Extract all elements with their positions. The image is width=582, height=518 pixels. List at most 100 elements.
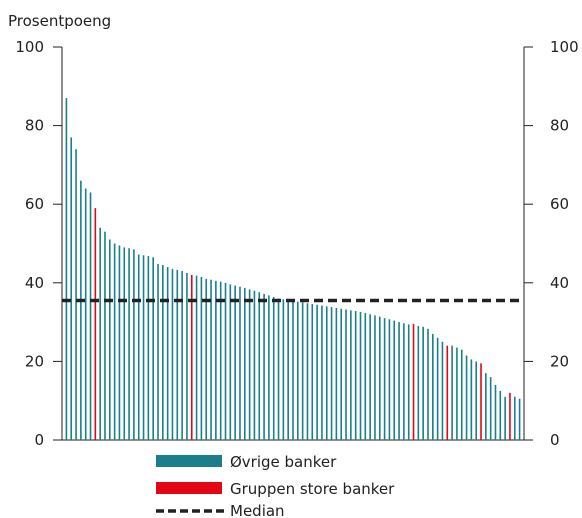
bar-ovrige: [171, 269, 174, 440]
bar-ovrige: [465, 355, 468, 440]
bar-ovrige: [504, 396, 506, 440]
bar-ovrige: [263, 293, 265, 440]
left-tick-label: 100: [15, 38, 44, 56]
bar-ovrige: [99, 227, 101, 440]
right-tick-label: 60: [550, 195, 569, 213]
bar-ovrige: [75, 149, 77, 440]
bar-ovrige: [460, 349, 463, 440]
bar-ovrige: [253, 290, 256, 440]
bar-ovrige: [147, 256, 150, 440]
legend-label-ovrige: Øvrige banker: [230, 453, 337, 471]
bar-ovrige: [403, 323, 405, 440]
bar-ovrige: [388, 319, 391, 440]
bar-ovrige: [398, 322, 400, 440]
bar-ovrige: [248, 289, 251, 440]
right-tick-label: 40: [550, 274, 569, 292]
bar-ovrige: [166, 267, 169, 440]
bar-ovrige: [359, 311, 362, 440]
bar-ovrige: [137, 254, 140, 440]
bar-ovrige: [65, 98, 68, 440]
bar-ovrige: [195, 275, 198, 440]
bar-ovrige: [128, 248, 130, 440]
bar-ovrige: [301, 302, 304, 440]
bar-ovrige: [354, 311, 357, 440]
legend-swatch-ovrige: [156, 455, 222, 467]
right-tick-label: 0: [550, 431, 560, 449]
bar-ovrige: [297, 301, 299, 440]
bar-ovrige: [84, 188, 87, 440]
bar-store: [480, 363, 482, 440]
bar-ovrige: [113, 243, 116, 440]
bar-ovrige: [422, 326, 424, 440]
unit-label: Prosentpoeng: [8, 12, 111, 30]
bar-ovrige: [485, 373, 487, 440]
bar-ovrige: [133, 249, 135, 440]
legend: Øvrige banker Gruppen store banker Media…: [156, 453, 395, 518]
bar-store: [446, 345, 449, 440]
bars: [65, 98, 521, 440]
bar-ovrige: [292, 300, 294, 440]
bar-ovrige: [258, 292, 261, 440]
bar-ovrige: [234, 285, 236, 440]
bar-ovrige: [229, 284, 232, 440]
bar-ovrige: [427, 328, 429, 440]
bar-store: [190, 274, 193, 440]
bar-ovrige: [513, 396, 516, 440]
bar-ovrige: [378, 316, 381, 440]
left-tick-label: 40: [25, 274, 44, 292]
bar-ovrige: [350, 310, 352, 440]
bar-store: [94, 208, 97, 440]
bar-ovrige: [335, 307, 338, 440]
bar-ovrige: [157, 263, 159, 440]
bar-ovrige: [109, 239, 111, 440]
bar-ovrige: [80, 180, 82, 440]
left-tick-label: 60: [25, 195, 44, 213]
right-axis: 0 20 40 60 80 100: [523, 38, 579, 449]
bar-ovrige: [162, 265, 164, 440]
bar-ovrige: [325, 306, 328, 440]
bar-ovrige: [282, 299, 285, 440]
bar-ovrige: [89, 192, 92, 440]
right-tick-label: 80: [550, 117, 569, 135]
bar-ovrige: [181, 271, 183, 440]
bar-ovrige: [215, 280, 217, 440]
bar-ovrige: [205, 278, 208, 440]
bar-ovrige: [518, 398, 521, 440]
bar-ovrige: [200, 276, 203, 440]
bar-store: [509, 392, 511, 440]
bar-ovrige: [345, 309, 347, 440]
bar-ovrige: [489, 377, 492, 440]
bar-ovrige: [210, 279, 212, 440]
bar-ovrige: [451, 345, 453, 440]
bar-ovrige: [186, 272, 188, 440]
bar-ovrige: [311, 304, 314, 440]
bar-ovrige: [277, 298, 280, 440]
bar-ovrige: [219, 281, 222, 440]
bar-ovrige: [364, 313, 367, 440]
bar-ovrige: [383, 318, 386, 440]
bar-ovrige: [393, 320, 396, 440]
legend-label-median: Median: [230, 502, 285, 518]
bar-ovrige: [243, 287, 246, 440]
bar-store: [412, 324, 415, 440]
bar-ovrige: [70, 137, 73, 440]
bar-ovrige: [104, 231, 106, 440]
bar-ovrige: [287, 300, 289, 440]
bar-ovrige: [142, 255, 145, 440]
bar-ovrige: [494, 384, 497, 440]
bar-ovrige: [456, 347, 458, 440]
bar-ovrige: [432, 333, 434, 440]
left-tick-label: 20: [25, 352, 44, 370]
bar-ovrige: [407, 324, 410, 440]
bar-ovrige: [152, 257, 154, 440]
left-tick-label: 0: [34, 431, 44, 449]
bar-ovrige: [499, 390, 502, 440]
bar-ovrige: [374, 315, 376, 440]
bar-ovrige: [268, 295, 270, 440]
bar-ovrige: [369, 314, 371, 440]
bar-ovrige: [272, 296, 275, 440]
bar-ovrige: [330, 307, 333, 440]
right-tick-label: 100: [550, 38, 579, 56]
bar-ovrige: [470, 359, 473, 440]
